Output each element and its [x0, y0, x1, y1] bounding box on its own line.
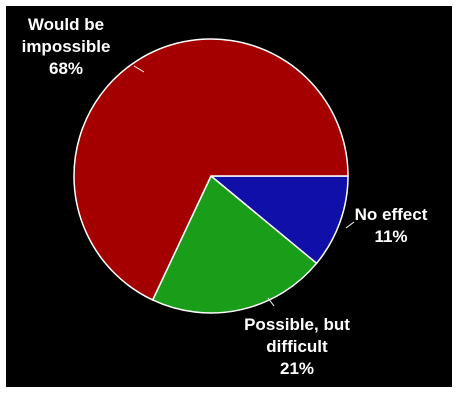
- slice-name-label: impossible: [22, 37, 111, 56]
- slice-label: Would be impossible 68%: [22, 15, 111, 78]
- label-leader-line: [133, 65, 145, 73]
- slice-label: Possible, but difficult 21%: [244, 315, 350, 378]
- pie-chart-svg: No effect 11% Possible, but difficult 21% Wou…: [22, 15, 428, 378]
- slice-percent-label: 21%: [280, 359, 314, 378]
- slice-name-label: Would be: [28, 15, 104, 34]
- pie-slice-possible-but-difficult: [151, 174, 318, 314]
- pie-chart: No effect 11% Possible, but difficult 21% Wou…: [6, 6, 452, 387]
- slice-percent-label: 68%: [49, 59, 83, 78]
- slice-name-label: No effect: [355, 205, 428, 224]
- pie-slice-would-be-impossible: [73, 38, 349, 301]
- label-leader-line: [267, 297, 275, 307]
- pie-slice-no-effect: [208, 175, 349, 265]
- label-leader-line: [345, 221, 355, 229]
- slice-label: No effect 11%: [355, 205, 428, 246]
- slice-percent-label: 11%: [374, 227, 407, 246]
- slice-name-label: Possible, but: [244, 315, 350, 334]
- slice-name-label: difficult: [266, 337, 328, 356]
